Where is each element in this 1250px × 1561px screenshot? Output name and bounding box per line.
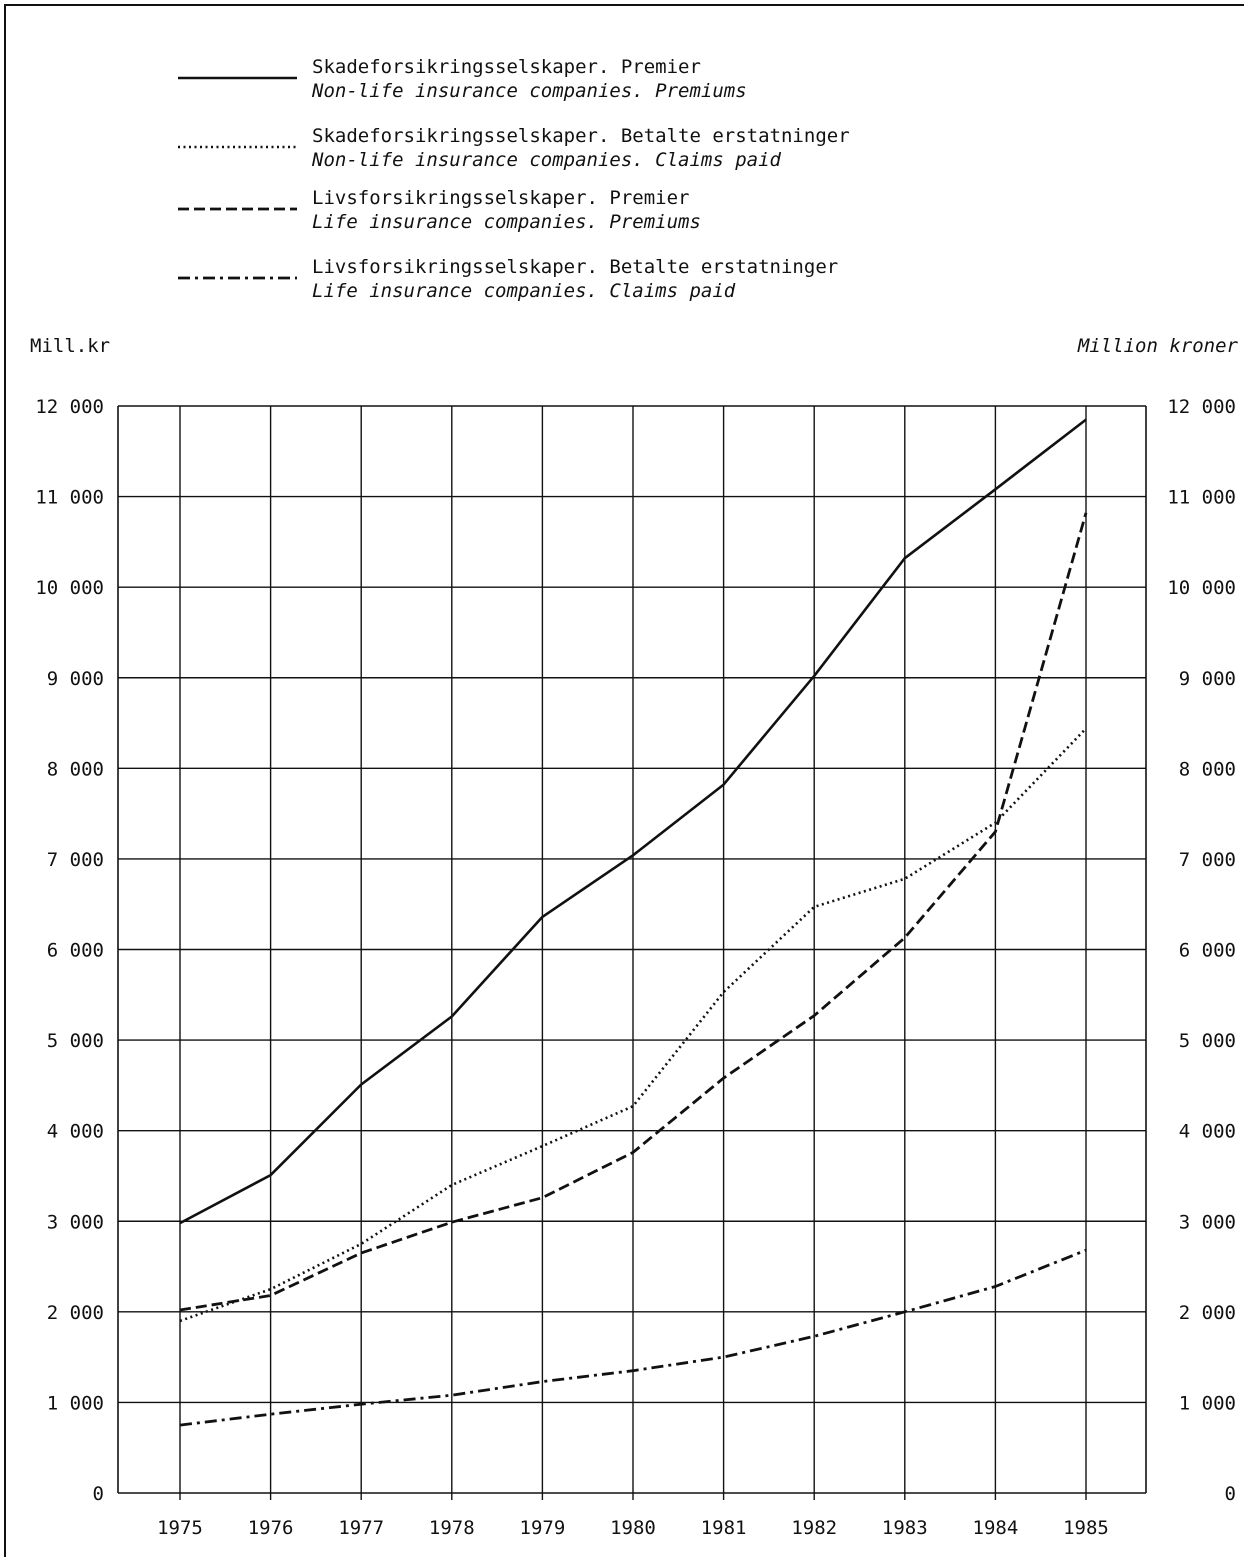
x-tick-label: 1976 (248, 1517, 294, 1539)
y-tick-labels-right: 0 1 000 2 000 3 000 4 000 5 000 6 000 7 000 8 00… (1167, 396, 1236, 1505)
y-tick-label-right: 2 000 (1179, 1302, 1236, 1324)
legend-label: Livsforsikringsselskaper. Premier (312, 187, 690, 209)
y-tick-label-right: 11 000 (1167, 487, 1236, 509)
x-tick-label: 1982 (791, 1517, 837, 1539)
y-tick-label-right: 3 000 (1179, 1211, 1236, 1233)
axes (117, 406, 1147, 1500)
y-tick-label-left: 2 000 (47, 1302, 104, 1324)
legend-label: Skadeforsikringsselskaper. Premier (312, 56, 701, 78)
y-tick-label-right: 5 000 (1179, 1030, 1236, 1052)
series-lines (179, 418, 1088, 1427)
x-tick-label: 1977 (338, 1517, 384, 1539)
x-tick-label: 1983 (882, 1517, 928, 1539)
series-line-0 (179, 418, 1087, 1225)
legend-label-english: Non-life insurance companies. Claims pai… (311, 149, 782, 171)
y-tick-label-left: 12 000 (35, 396, 104, 418)
y-axis-label-left: Mill.kr (30, 335, 110, 357)
y-tick-label-right: 10 000 (1167, 577, 1236, 599)
y-tick-label-right: 0 (1225, 1483, 1236, 1505)
y-tick-label-right: 8 000 (1179, 758, 1236, 780)
y-tick-label-left: 5 000 (47, 1030, 104, 1052)
y-tick-label-right: 4 000 (1179, 1121, 1236, 1143)
series-line-1 (179, 727, 1087, 1323)
legend-label-english: Life insurance companies. Claims paid (312, 280, 736, 302)
series-line-2 (179, 512, 1088, 1312)
y-tick-label-left: 0 (93, 1483, 104, 1505)
legend-label-english: Non-life insurance companies. Premiums (311, 80, 747, 102)
y-tick-label-left: 6 000 (47, 940, 104, 962)
x-tick-label: 1975 (157, 1517, 203, 1539)
y-tick-label-left: 4 000 (47, 1121, 104, 1143)
y-tick-label-left: 1 000 (47, 1392, 104, 1414)
y-tick-labels-left: 0 1 000 2 000 3 000 4 000 5 000 6 000 7 000 8 00… (35, 396, 104, 1505)
series-line-3 (179, 1248, 1087, 1427)
y-tick-label-right: 7 000 (1179, 849, 1236, 871)
legend-label: Skadeforsikringsselskaper. Betalte ersta… (312, 125, 850, 147)
x-tick-label: 1985 (1063, 1517, 1109, 1539)
x-tick-label: 1981 (701, 1517, 747, 1539)
x-tick-labels: 1975 1976 1977 1978 1979 1980 1981 1982 1983 1984… (157, 1517, 1109, 1539)
x-tick-label: 1978 (429, 1517, 475, 1539)
y-tick-label-right: 6 000 (1179, 940, 1236, 962)
y-tick-label-left: 8 000 (47, 758, 104, 780)
y-tick-label-right: 1 000 (1179, 1392, 1236, 1414)
legend: Skadeforsikringsselskaper. PremierNon-li… (178, 56, 850, 302)
x-tick-label: 1979 (520, 1517, 566, 1539)
y-tick-label-right: 12 000 (1167, 396, 1236, 418)
y-tick-label-left: 10 000 (35, 577, 104, 599)
x-tick-label: 1980 (610, 1517, 656, 1539)
grid (118, 405, 1146, 1493)
y-axis-label-right: Million kroner (1077, 335, 1239, 357)
x-tick-label: 1984 (973, 1517, 1019, 1539)
chart-frame (4, 4, 1244, 1557)
legend-label-english: Life insurance companies. Premiums (312, 211, 701, 233)
legend-label: Livsforsikringsselskaper. Betalte erstat… (312, 256, 838, 278)
y-tick-label-left: 7 000 (47, 849, 104, 871)
y-tick-label-right: 9 000 (1179, 668, 1236, 690)
y-tick-label-left: 3 000 (47, 1211, 104, 1233)
y-tick-label-left: 9 000 (47, 668, 104, 690)
y-tick-label-left: 11 000 (35, 487, 104, 509)
